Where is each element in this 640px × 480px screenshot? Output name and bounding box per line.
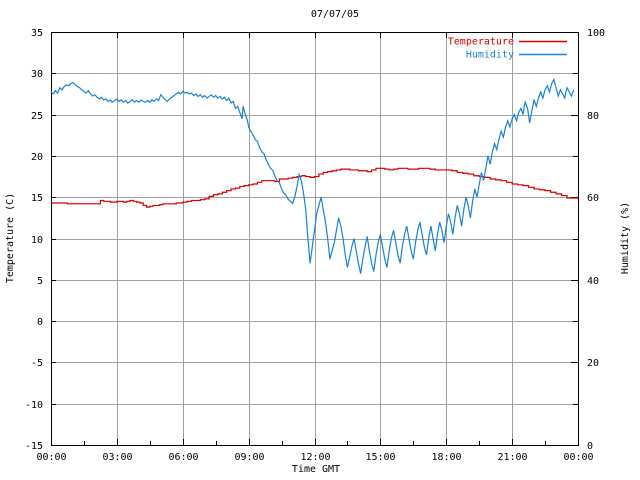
y-tick-label: 35	[31, 28, 43, 39]
y2-tick-label: 60	[587, 193, 599, 204]
chart-title: 07/07/05	[311, 9, 359, 20]
legend: Temperature Humidity	[448, 37, 567, 61]
x-tick-label: 03:00	[102, 452, 132, 463]
y-tick-label: 0	[37, 317, 43, 328]
y2-tick-label: 100	[587, 28, 605, 39]
y-tick-label: -10	[25, 400, 43, 411]
y-tick-label: 10	[31, 235, 43, 246]
y-tick-label: 25	[31, 111, 43, 122]
series-line-humidity	[50, 77, 575, 274]
x-tick-label: 18:00	[431, 452, 461, 463]
x-tick-label: 09:00	[234, 452, 264, 463]
x-axis-title: Time GMT	[292, 464, 340, 475]
y-tick-label: -15	[25, 441, 43, 452]
y2-tick-label: 80	[587, 111, 599, 122]
tick-marks	[51, 32, 579, 446]
y-tick-label: 30	[31, 69, 43, 80]
y2-axis-title: Humidity (%)	[620, 202, 631, 274]
data-series-layer	[50, 77, 579, 274]
y-axis-title: Temperature (C)	[5, 193, 16, 283]
y2-tick-label: 20	[587, 358, 599, 369]
tick-labels: -15 -10 -5 0 5 10 15 20 25 30 35 0 20 40 60 80 100 00:00 0…	[25, 28, 605, 463]
y-tick-label: 20	[31, 152, 43, 163]
y2-tick-label: 40	[587, 276, 599, 287]
legend-label-humidity: Humidity	[466, 50, 514, 61]
y-tick-label: -5	[31, 358, 43, 369]
x-tick-label: 00:00	[563, 452, 593, 463]
y-tick-label: 5	[37, 276, 43, 287]
y2-tick-label: 0	[587, 441, 593, 452]
x-tick-label: 00:00	[36, 452, 66, 463]
y-tick-label: 15	[31, 193, 43, 204]
x-tick-label: 15:00	[365, 452, 395, 463]
x-tick-label: 12:00	[300, 452, 330, 463]
legend-label-temperature: Temperature	[448, 37, 514, 48]
grid-layer	[51, 32, 578, 445]
x-tick-label: 06:00	[168, 452, 198, 463]
x-tick-label: 21:00	[497, 452, 527, 463]
